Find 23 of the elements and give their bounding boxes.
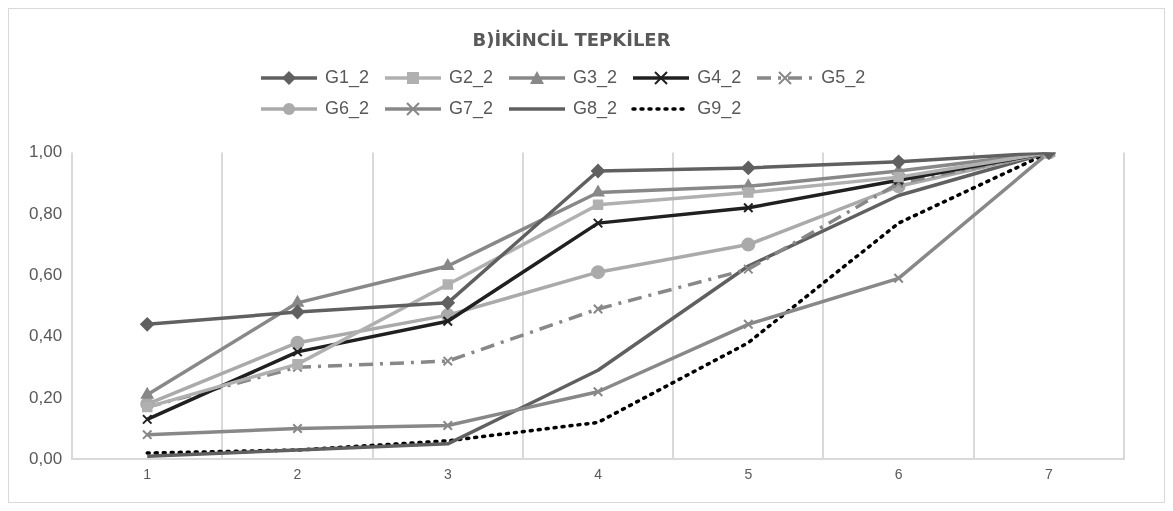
legend-label: G6_2: [325, 98, 370, 119]
legend-label: G1_2: [325, 67, 370, 88]
x-tick-label: 1: [143, 466, 152, 483]
y-tick-label: 0,20: [28, 387, 63, 407]
legend-label: G3_2: [573, 67, 618, 88]
legend-label: G8_2: [573, 98, 618, 119]
x-tick-label: 5: [744, 466, 753, 483]
x-tick-label: 2: [293, 466, 302, 483]
y-tick-label: 0,40: [28, 326, 63, 346]
y-tick-label: 1,00: [28, 142, 63, 162]
legend-label: G4_2: [697, 67, 742, 88]
x-tick-label: 3: [443, 466, 452, 483]
legend-label: G9_2: [697, 98, 742, 119]
y-tick-label: 0,60: [28, 264, 63, 284]
legend-label: G5_2: [821, 67, 866, 88]
legend-label: G7_2: [449, 98, 494, 119]
x-tick-label: 4: [594, 466, 603, 483]
x-tick-label: 7: [1044, 466, 1053, 483]
legend-label: G2_2: [449, 67, 494, 88]
y-tick-label: 0,00: [28, 448, 63, 468]
x-tick-label: 6: [894, 466, 903, 483]
y-tick-label: 0,80: [28, 203, 63, 223]
chart-title: B)İKİNCİL TEPKİLER: [472, 29, 671, 51]
